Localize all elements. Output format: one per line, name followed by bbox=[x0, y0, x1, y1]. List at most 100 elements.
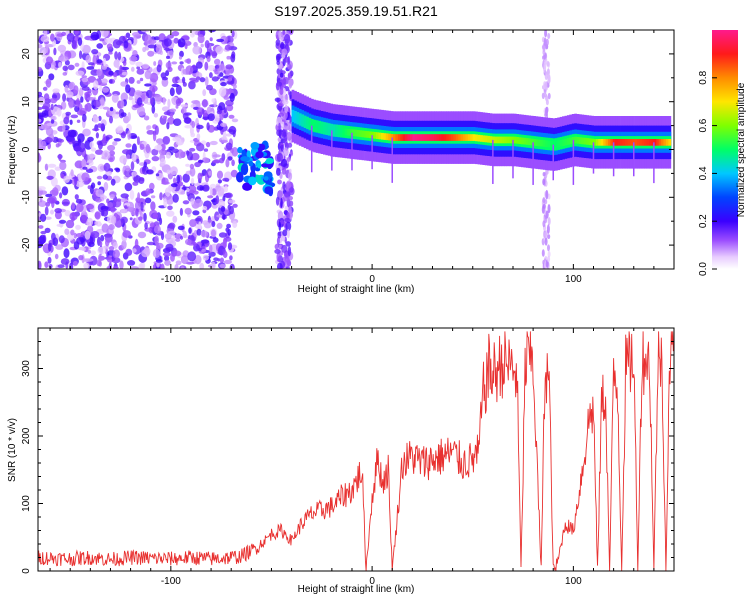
heatmap-speckle bbox=[191, 30, 196, 36]
heatmap-speckle bbox=[106, 198, 110, 204]
heatmap-ridge-cell bbox=[557, 140, 561, 148]
heatmap-ridge-cell bbox=[663, 139, 667, 146]
heatmap-speckle bbox=[222, 195, 226, 202]
heatmap-speckle bbox=[152, 81, 157, 86]
heatmap-speckle bbox=[219, 257, 224, 263]
heatmap-speckle bbox=[38, 118, 42, 123]
heatmap-speckle bbox=[199, 77, 206, 83]
heatmap-speckle bbox=[38, 96, 46, 106]
heatmap-speckle bbox=[122, 230, 131, 238]
heatmap-speckle bbox=[144, 70, 152, 80]
heatmap-ridge-cell bbox=[653, 139, 657, 146]
heatmap-ridge-cell bbox=[426, 134, 430, 141]
heatmap-speckle bbox=[47, 256, 52, 264]
heatmap-speckle bbox=[75, 198, 83, 204]
figure-title: S197.2025.359.19.51.R21 bbox=[274, 3, 438, 19]
heatmap-ridge-cell bbox=[496, 136, 500, 144]
heatmap-speckle bbox=[56, 223, 64, 227]
y-tick-label: 20 bbox=[21, 48, 32, 60]
heatmap-speckle bbox=[44, 261, 49, 269]
heatmap-speckle bbox=[120, 92, 128, 102]
heatmap-speckle bbox=[115, 168, 121, 173]
heatmap-speckle bbox=[217, 179, 222, 184]
heatmap-speckle bbox=[224, 185, 229, 193]
heatmap-ridge-cell bbox=[381, 132, 384, 140]
heatmap-speckle bbox=[75, 203, 84, 213]
heatmap-speckle bbox=[131, 143, 137, 154]
heatmap-speckle bbox=[66, 91, 74, 99]
heatmap-ridge-cell bbox=[484, 135, 488, 143]
heatmap-speckle bbox=[190, 198, 195, 205]
heatmap-speckle bbox=[76, 236, 85, 245]
heatmap-speckle bbox=[101, 156, 106, 160]
heatmap-ridge-cell bbox=[436, 134, 440, 141]
heatmap-ridge-cell bbox=[552, 141, 556, 148]
heatmap-speckle bbox=[72, 260, 78, 267]
heatmap-speckle bbox=[132, 50, 138, 57]
heatmap-speckle bbox=[97, 123, 103, 128]
heatmap-speckle bbox=[69, 262, 74, 269]
heatmap-ridge-cell bbox=[318, 123, 321, 131]
heatmap-speckle bbox=[99, 97, 105, 106]
heatmap-speckle bbox=[56, 107, 62, 117]
snr-background bbox=[38, 328, 674, 571]
colorbar-gradient bbox=[712, 30, 738, 269]
heatmap-ridge-cell bbox=[608, 139, 611, 146]
heatmap-speckle bbox=[284, 33, 291, 44]
heatmap-speckle bbox=[226, 80, 235, 85]
heatmap-speckle bbox=[44, 216, 52, 220]
heatmap-speckle bbox=[214, 58, 221, 65]
heatmap-speckle bbox=[547, 193, 551, 200]
heatmap-speckle bbox=[280, 158, 288, 168]
snr-y-label: SNR (10 * v/v) bbox=[7, 418, 18, 482]
heatmap-speckle bbox=[276, 236, 280, 245]
heatmap-speckle bbox=[50, 103, 54, 111]
heatmap-ridge-cell bbox=[354, 129, 358, 137]
heatmap-speckle bbox=[228, 125, 237, 135]
heatmap-speckle bbox=[100, 30, 109, 38]
heatmap-speckle bbox=[541, 205, 545, 214]
heatmap-speckle bbox=[45, 127, 54, 136]
heatmap-speckle bbox=[189, 219, 197, 228]
heatmap-ridge-cell bbox=[424, 134, 428, 141]
heatmap-speckle bbox=[146, 169, 154, 175]
snr-line bbox=[38, 331, 674, 571]
heatmap-speckle bbox=[153, 113, 159, 118]
heatmap-speckle bbox=[54, 253, 59, 260]
heatmap-speckle bbox=[135, 91, 143, 96]
heatmap-speckle bbox=[91, 182, 96, 189]
heatmap-speckle bbox=[96, 175, 103, 180]
heatmap-ridge-cell bbox=[641, 139, 645, 146]
heatmap-speckle bbox=[121, 71, 128, 76]
heatmap-speckle bbox=[93, 80, 99, 90]
heatmap-speckle bbox=[132, 181, 139, 186]
heatmap-speckle bbox=[286, 228, 290, 239]
heatmap-speckle bbox=[172, 193, 179, 203]
heatmap-speckle bbox=[281, 121, 285, 128]
heatmap-ridge-cell bbox=[639, 139, 643, 146]
heatmap-speckle bbox=[136, 66, 141, 70]
heatmap-ridge-cell bbox=[434, 134, 437, 141]
heatmap-speckle bbox=[154, 125, 159, 135]
heatmap-speckle bbox=[547, 217, 551, 226]
heatmap-speckle bbox=[188, 227, 192, 234]
heatmap-blob bbox=[255, 151, 264, 159]
heatmap-ridge-cell bbox=[513, 136, 517, 144]
heatmap-speckle bbox=[155, 44, 163, 55]
heatmap-speckle bbox=[210, 261, 216, 269]
heatmap-speckle bbox=[285, 221, 292, 232]
heatmap-ridge-cell bbox=[620, 139, 623, 146]
heatmap-speckle bbox=[43, 93, 50, 101]
heatmap-speckle bbox=[112, 39, 121, 49]
heatmap-speckle bbox=[179, 207, 183, 216]
heatmap-speckle bbox=[77, 37, 83, 46]
heatmap-ridge-cell bbox=[535, 139, 539, 146]
heatmap-speckle bbox=[75, 70, 85, 76]
heatmap-speckle bbox=[48, 110, 52, 117]
x-tick-label: -100 bbox=[161, 576, 181, 587]
heatmap-speckle bbox=[541, 92, 545, 100]
heatmap-speckle bbox=[160, 143, 166, 151]
heatmap-speckle bbox=[542, 220, 546, 228]
heatmap-speckle bbox=[110, 215, 117, 225]
